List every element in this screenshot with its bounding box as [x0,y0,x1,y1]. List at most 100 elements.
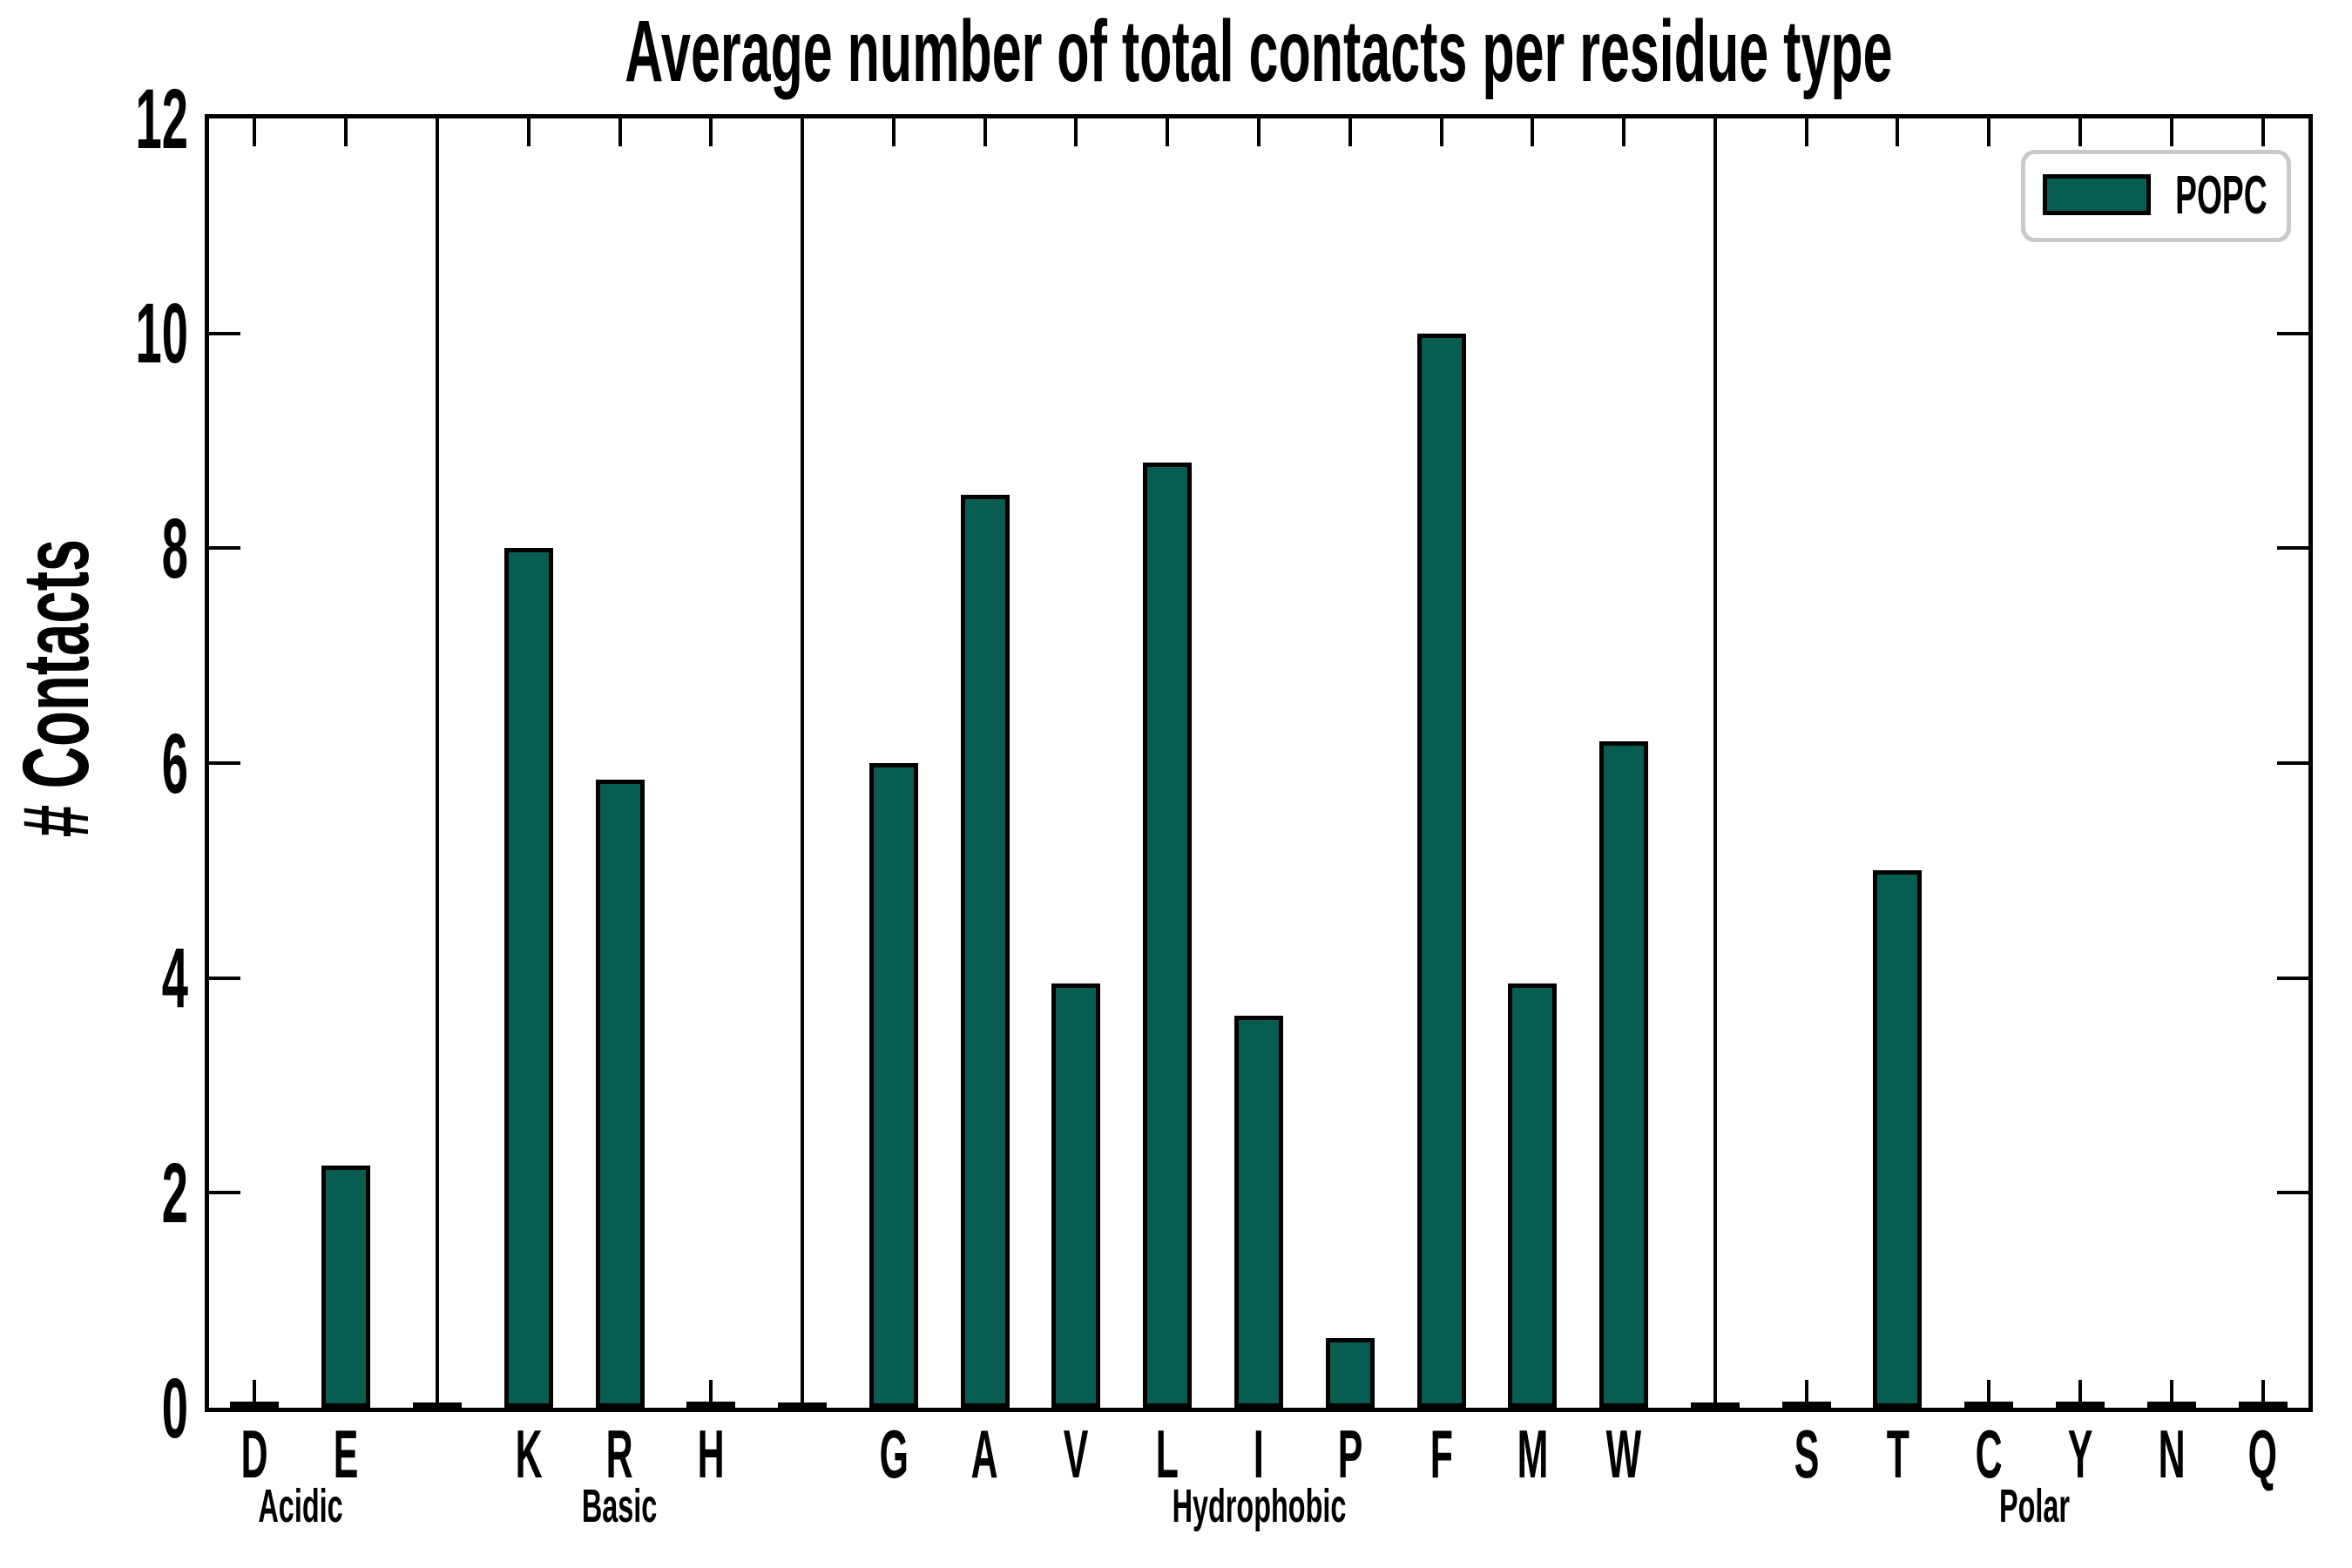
y-tick-label-12: 12 [0,66,188,171]
x-label-text: Q [2247,1416,2278,1492]
x-label-text: Y [2067,1416,2093,1492]
group-label-text: Basic [582,1480,658,1532]
y-tick-label-text: 2 [161,1145,188,1240]
x-tick-mark-top [253,118,257,146]
x-label-text: G [879,1416,909,1492]
bar-G [868,763,918,1408]
zero-bar-artifact [412,1402,462,1408]
x-label-N: N [2124,1418,2220,1490]
bar-N [2146,1402,2196,1410]
x-tick-mark-top [1166,118,1170,146]
y-tick-mark-right [2277,1191,2308,1195]
x-tick-mark-top [2078,118,2083,146]
x-label-text: C [1975,1416,2003,1492]
x-tick-mark-top [1622,118,1626,146]
y-tick-label-text: 8 [161,500,188,596]
bar-Y [2056,1402,2105,1410]
bar-T [1873,870,1923,1408]
x-label-text: D [240,1416,268,1492]
x-tick-mark-bottom [1987,1380,1991,1408]
x-tick-mark-bottom [2169,1380,2173,1408]
y-tick-label-text: 12 [135,71,188,166]
x-label-text: S [1794,1416,1819,1492]
zero-bar-artifact [778,1402,828,1408]
x-label-F: F [1394,1418,1490,1490]
legend-label: POPC [2156,154,2287,238]
x-tick-mark-bottom [1804,1380,1808,1408]
group-label-polar: Polar [1861,1481,2209,1531]
x-label-L: L [1119,1418,1215,1490]
y-tick-label-2: 2 [0,1140,188,1245]
bar-I [1234,1016,1283,1408]
y-tick-label-10: 10 [0,281,188,386]
bar-W [1599,741,1649,1408]
x-label-P: P [1302,1418,1398,1490]
y-tick-mark-right [2277,331,2308,335]
x-tick-mark-bottom [2078,1380,2083,1408]
x-label-text: I [1254,1416,1264,1492]
x-tick-mark-top [2169,118,2173,146]
bar-F [1416,334,1466,1408]
x-label-text: L [1156,1416,1179,1492]
y-tick-mark-left [209,1191,240,1195]
x-label-A: A [937,1418,1033,1490]
x-label-text: A [971,1416,999,1492]
x-tick-mark-top [709,118,713,146]
x-label-text: F [1429,1416,1453,1492]
y-tick-label-text: 10 [135,286,188,382]
x-label-text: K [515,1416,543,1492]
y-tick-mark-left [209,546,240,551]
y-tick-label-text: 6 [161,715,188,811]
y-tick-mark-left [209,976,240,980]
bar-R [595,780,645,1408]
chart-title: Average number of total contacts per res… [205,3,2313,99]
bar-H [686,1402,736,1410]
bar-A [960,495,1010,1408]
y-tick-mark-right [2277,546,2308,551]
x-label-Y: Y [2032,1418,2128,1490]
bar-P [1325,1338,1375,1408]
x-label-E: E [298,1418,394,1490]
bar-V [1051,983,1101,1408]
group-divider [801,118,805,1408]
x-label-text: M [1517,1416,1549,1492]
y-tick-label-text: 0 [161,1360,188,1456]
x-label-text: W [1605,1416,1642,1492]
bar-L [1143,463,1193,1408]
group-label-hydrophobic: Hydrophobic [1085,1481,1433,1531]
group-divider [435,118,439,1408]
x-tick-mark-bottom [2261,1380,2265,1408]
x-label-I: I [1211,1418,1307,1490]
x-label-R: R [572,1418,668,1490]
bar-K [504,548,553,1408]
x-label-G: G [846,1418,942,1490]
x-tick-mark-top [1987,118,1991,146]
group-label-acidic: Acidic [126,1481,475,1531]
x-tick-mark-top [618,118,622,146]
x-label-text: E [333,1416,359,1492]
bar-E [321,1166,371,1408]
bar-M [1508,983,1558,1408]
y-tick-mark-right [2277,976,2308,980]
legend: POPC [2021,150,2291,242]
x-tick-mark-top [983,118,987,146]
y-tick-label-0: 0 [0,1355,188,1460]
x-tick-mark-top [1257,118,1260,146]
x-tick-mark-top [1074,118,1078,146]
x-label-C: C [1941,1418,2037,1490]
x-tick-mark-top [344,118,348,146]
chart-title-text: Average number of total contacts per res… [625,3,1893,100]
x-label-M: M [1484,1418,1580,1490]
group-divider [1713,118,1717,1408]
legend-label-text: POPC [2175,166,2268,226]
x-label-text: R [606,1416,634,1492]
x-tick-mark-top [526,118,531,146]
bar-Q [2238,1402,2288,1410]
group-label-text: Acidic [258,1480,343,1532]
group-label-text: Polar [1999,1480,2071,1532]
x-tick-mark-bottom [709,1380,713,1408]
x-label-text: P [1337,1416,1363,1492]
x-tick-mark-top [891,118,896,146]
x-tick-mark-top [1439,118,1443,146]
